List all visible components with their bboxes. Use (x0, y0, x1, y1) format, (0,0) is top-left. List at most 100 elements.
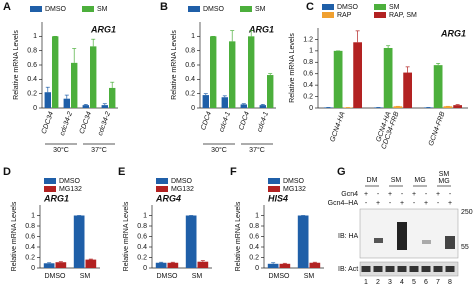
bar (221, 97, 228, 108)
lane-number: 8 (448, 279, 452, 286)
bar (279, 263, 291, 268)
band (373, 266, 383, 272)
legend-swatch (374, 12, 386, 18)
legend-swatch (322, 12, 334, 18)
marker-label: 55 (461, 244, 469, 251)
blot-image (359, 261, 459, 277)
x-tick-label: GCN4-FRB (428, 111, 447, 147)
bar (453, 105, 462, 108)
legend-label: SM (255, 6, 266, 13)
sign: + (448, 200, 452, 207)
legend-swatch (374, 4, 386, 10)
panel-label: E (118, 166, 125, 178)
bar (443, 106, 453, 108)
sign: - (425, 191, 428, 198)
y-tick-label: 1 (309, 48, 313, 55)
y-tick-label: 0.6 (185, 62, 195, 69)
panel-label: D (3, 166, 11, 178)
sign: - (437, 200, 440, 207)
x-tick-label: SM (192, 273, 203, 280)
legend-label: MG132 (171, 186, 194, 193)
chart-title: ARG1 (248, 24, 274, 34)
y-tick-label: 0.8 (27, 48, 37, 55)
y-tick-label: 0.6 (137, 233, 147, 240)
legend-label: RAP, SM (389, 12, 417, 19)
y-tick-label: 0.4 (185, 76, 195, 83)
y-tick-label: 0.6 (27, 62, 37, 69)
row-label: Gcn4–HA (328, 200, 359, 207)
y-tick-label: 0 (191, 105, 195, 112)
bar (229, 41, 236, 108)
y-tick-label: 1.2 (303, 36, 313, 43)
legend-label: DMSO (337, 4, 359, 11)
x-tick-label: CDC34 (41, 111, 55, 135)
sign: + (436, 191, 440, 198)
chart-title: HIS4 (268, 193, 288, 203)
y-tick-label: 1 (33, 33, 37, 40)
blot-label: IB: HA (338, 233, 359, 240)
group-label: 30°C (53, 146, 69, 154)
sign: + (400, 200, 404, 207)
x-tick-label: GCN4-HA (329, 111, 346, 143)
x-tick-label: CDC34 (79, 111, 93, 135)
legend-label: DMSO (171, 178, 193, 185)
bar (267, 75, 274, 108)
band (445, 266, 455, 272)
sign: - (365, 200, 368, 207)
bar (248, 36, 255, 109)
bar (383, 48, 393, 108)
band (374, 238, 383, 243)
bar (85, 259, 97, 268)
bar (167, 262, 179, 268)
legend-label: DMSO (45, 6, 67, 13)
bar (82, 105, 89, 108)
y-axis-label: Relative mRNA Levels (13, 30, 20, 100)
bar (55, 262, 67, 268)
y-tick-label: 1 (191, 33, 195, 40)
sign: + (376, 200, 380, 207)
y-axis-label: Relative mRNA Levels (235, 201, 242, 271)
y-tick-label: 0 (31, 265, 35, 272)
sign: - (377, 191, 380, 198)
group-label: MG (414, 177, 425, 184)
y-tick-label: 0.2 (27, 91, 37, 98)
bar (353, 42, 362, 108)
group-label: MG (438, 178, 449, 185)
legend-label: MG132 (283, 186, 306, 193)
bar (44, 92, 51, 108)
sign: - (449, 191, 452, 198)
legend-swatch (156, 178, 168, 184)
y-tick-label: 0 (143, 265, 147, 272)
y-tick-label: 1 (143, 212, 147, 219)
bar (197, 261, 209, 268)
bar (259, 105, 266, 108)
panel-label: G (337, 166, 346, 178)
y-tick-label: 0.4 (137, 244, 147, 251)
sign: + (388, 191, 392, 198)
legend-swatch (156, 186, 168, 192)
legend-label: DMSO (59, 178, 81, 185)
legend-label: DMSO (283, 178, 305, 185)
lane-number: 7 (436, 279, 440, 286)
lane-number: 1 (364, 279, 368, 286)
x-tick-label: cdc4-1 (256, 111, 270, 133)
lane-number: 6 (424, 279, 428, 286)
legend-swatch (240, 6, 252, 12)
legend-label: DMSO (203, 6, 225, 13)
bar (202, 95, 209, 108)
blot-panel: G DM SM MG SM MG Gcn4 Gcn4–HA + - + - + - + -- +… (328, 166, 473, 286)
legend-swatch (188, 6, 200, 12)
bar (297, 215, 309, 268)
sign: + (412, 191, 416, 198)
band (361, 266, 371, 272)
chart-title: ARG1 (90, 24, 116, 34)
lane-number: 3 (388, 279, 392, 286)
group-label: SM (391, 177, 402, 184)
band (397, 222, 407, 250)
y-tick-label: 0.2 (249, 254, 259, 261)
legend-swatch (44, 178, 56, 184)
x-tick-label: SM (80, 273, 91, 280)
band (445, 236, 455, 249)
chart-title: ARG4 (155, 193, 181, 203)
